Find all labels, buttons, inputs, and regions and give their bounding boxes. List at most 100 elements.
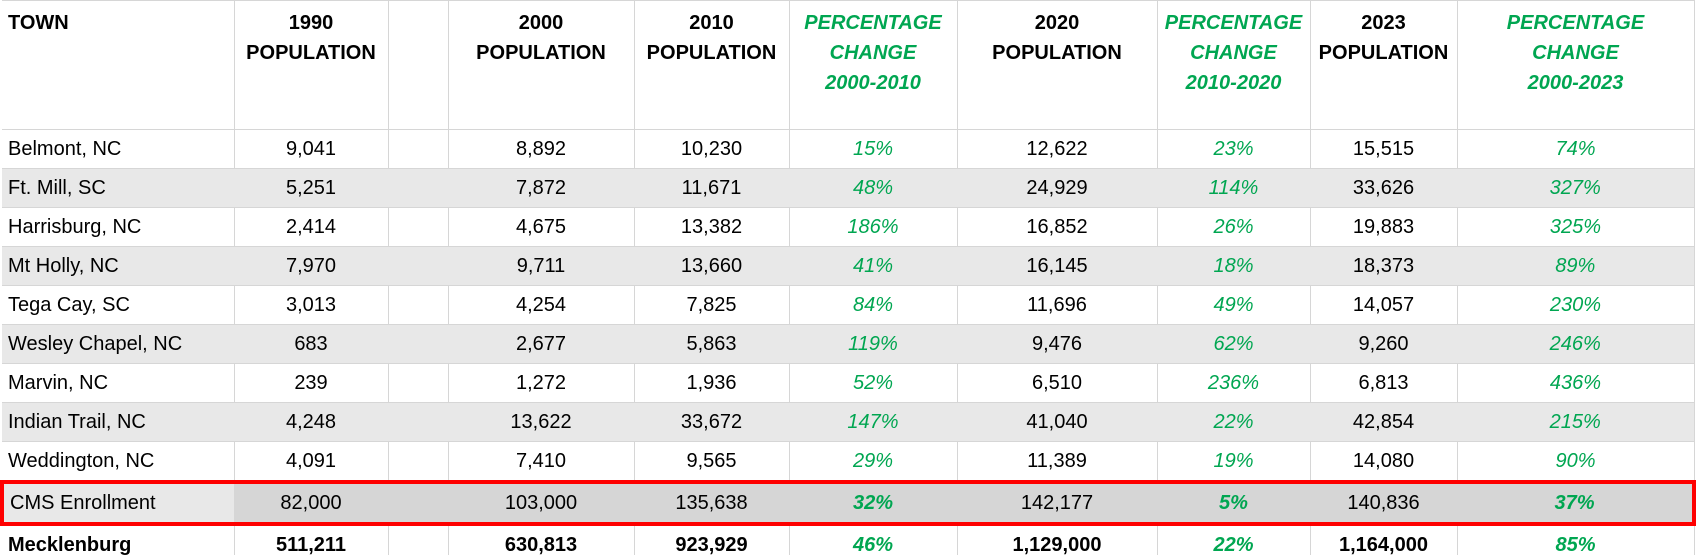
cell-pct2000_2023: 37% xyxy=(1457,480,1696,526)
cell-pct2000_2010: 32% xyxy=(789,480,957,526)
cell-pop1990: 2,414 xyxy=(233,207,389,247)
cell-town: Indian Trail, NC xyxy=(2,402,234,442)
cell-spacer xyxy=(387,207,449,247)
cell-pct2000_2023: 246% xyxy=(1457,324,1695,364)
cell-pct2000_2010: 119% xyxy=(789,324,957,364)
cell-town: Ft. Mill, SC xyxy=(2,168,234,208)
cell-pop2023: 1,164,000 xyxy=(1309,523,1458,555)
cell-pop2020: 16,852 xyxy=(956,207,1158,247)
cell-pop1990: 239 xyxy=(233,363,389,403)
cell-pop2000: 7,410 xyxy=(447,441,635,483)
cell-pct2010_2020: 23% xyxy=(1156,129,1311,169)
table-row: Indian Trail, NC 4,248 13,622 33,672 147% 41,… xyxy=(2,402,1695,442)
cell-pct2010_2020: 18% xyxy=(1157,246,1310,286)
cell-pop2010: 11,671 xyxy=(634,168,789,208)
cell-pop2010: 33,672 xyxy=(634,402,789,442)
cell-pct2000_2023: 325% xyxy=(1456,207,1695,247)
column-header-pct2000_2010: PERCENTAGE CHANGE 2000-2010 xyxy=(788,0,958,130)
cell-town: Belmont, NC xyxy=(2,129,235,169)
cell-pop2000: 4,675 xyxy=(447,207,635,247)
cell-pop2000: 13,622 xyxy=(448,402,634,442)
cell-pop2000: 103,000 xyxy=(448,480,634,526)
cell-pct2000_2023: 230% xyxy=(1456,285,1695,325)
column-header-pop2000: 2000 POPULATION xyxy=(447,0,635,130)
cell-pop2010: 5,863 xyxy=(634,324,789,364)
cell-spacer xyxy=(387,523,449,555)
cell-town: CMS Enrollment xyxy=(0,480,234,526)
cell-pop1990: 3,013 xyxy=(233,285,389,325)
cell-pop2000: 630,813 xyxy=(447,523,635,555)
cell-pct2010_2020: 5% xyxy=(1157,480,1310,526)
column-header-pop2010: 2010 POPULATION xyxy=(633,0,790,130)
cell-pop1990: 9,041 xyxy=(233,129,389,169)
cell-town: Mt Holly, NC xyxy=(2,246,234,286)
cell-pop2020: 41,040 xyxy=(957,402,1157,442)
cell-pop2020: 6,510 xyxy=(956,363,1158,403)
cell-pct2000_2010: 29% xyxy=(788,441,958,483)
cell-pop2010: 135,638 xyxy=(634,480,789,526)
column-header-pop1990: 1990 POPULATION xyxy=(233,0,389,130)
cell-pop2000: 1,272 xyxy=(447,363,635,403)
table-row: Weddington, NC 4,091 7,410 9,565 29% 11,389 19… xyxy=(2,441,1695,483)
cell-pop2023: 9,260 xyxy=(1310,324,1457,364)
table-row: Ft. Mill, SC 5,251 7,872 11,671 48% 24,929 114… xyxy=(2,168,1695,208)
cell-pop2020: 142,177 xyxy=(957,480,1157,526)
cell-pct2000_2023: 436% xyxy=(1456,363,1695,403)
cell-pop2010: 10,230 xyxy=(633,129,790,169)
column-header-pop2023: 2023 POPULATION xyxy=(1309,0,1458,130)
cell-pop2023: 42,854 xyxy=(1310,402,1457,442)
cell-pct2000_2010: 15% xyxy=(788,129,958,169)
cell-pct2000_2023: 74% xyxy=(1456,129,1695,169)
cell-spacer xyxy=(387,129,449,169)
cell-pct2010_2020: 62% xyxy=(1157,324,1310,364)
column-header-pop2020: 2020 POPULATION xyxy=(956,0,1158,130)
cell-pct2000_2023: 327% xyxy=(1457,168,1695,208)
cell-pop2000: 7,872 xyxy=(448,168,634,208)
cell-pop2023: 19,883 xyxy=(1309,207,1458,247)
cell-spacer xyxy=(388,246,448,286)
table-row: Mt Holly, NC 7,970 9,711 13,660 41% 16,145 18%… xyxy=(2,246,1695,286)
cell-pop2000: 8,892 xyxy=(447,129,635,169)
cell-pop2010: 1,936 xyxy=(633,363,790,403)
cell-pct2010_2020: 19% xyxy=(1156,441,1311,483)
cell-spacer xyxy=(387,441,449,483)
cell-pop2023: 6,813 xyxy=(1309,363,1458,403)
column-header-spacer xyxy=(387,0,449,130)
table-body: Belmont, NC 9,041 8,892 10,230 15% 12,622 23% 1… xyxy=(0,129,1696,555)
cell-town: Wesley Chapel, NC xyxy=(2,324,234,364)
column-header-pct2010_2020: PERCENTAGE CHANGE 2010-2020 xyxy=(1156,0,1311,130)
cell-pct2000_2010: 52% xyxy=(788,363,958,403)
column-header-pct2000_2023: PERCENTAGE CHANGE 2000-2023 xyxy=(1456,0,1695,130)
cell-pop2000: 9,711 xyxy=(448,246,634,286)
cell-town: Weddington, NC xyxy=(2,441,235,483)
cell-pct2000_2023: 89% xyxy=(1457,246,1695,286)
cell-pop1990: 683 xyxy=(234,324,388,364)
cell-pop2023: 15,515 xyxy=(1309,129,1458,169)
cell-town: Tega Cay, SC xyxy=(2,285,235,325)
cell-pop2010: 13,382 xyxy=(633,207,790,247)
cell-pct2010_2020: 114% xyxy=(1157,168,1310,208)
cell-pop2023: 33,626 xyxy=(1310,168,1457,208)
cell-pop2010: 9,565 xyxy=(633,441,790,483)
cell-spacer xyxy=(387,285,449,325)
cell-town: Mecklenburg xyxy=(2,523,235,555)
cell-spacer xyxy=(387,363,449,403)
cell-pct2000_2023: 90% xyxy=(1456,441,1695,483)
header-row: TOWN 1990 POPULATION 2000 POPULATION 2010 P… xyxy=(2,0,1695,130)
cell-pop2010: 7,825 xyxy=(633,285,790,325)
cell-pop2000: 4,254 xyxy=(447,285,635,325)
cell-pct2000_2010: 41% xyxy=(789,246,957,286)
cell-pop2023: 140,836 xyxy=(1310,480,1457,526)
cell-pop1990: 4,248 xyxy=(234,402,388,442)
cell-pct2000_2010: 46% xyxy=(788,523,958,555)
cell-pop2023: 14,080 xyxy=(1309,441,1458,483)
cell-pop2023: 18,373 xyxy=(1310,246,1457,286)
cell-pop2020: 9,476 xyxy=(957,324,1157,364)
table-row: Tega Cay, SC 3,013 4,254 7,825 84% 11,696 49% 1… xyxy=(2,285,1695,325)
cell-town: Marvin, NC xyxy=(2,363,235,403)
cell-pop2010: 923,929 xyxy=(633,523,790,555)
table-row: Belmont, NC 9,041 8,892 10,230 15% 12,622 23% 1… xyxy=(2,129,1695,169)
table-row: CMS Enrollment 82,000 103,000 135,638 32% 142… xyxy=(0,480,1696,526)
